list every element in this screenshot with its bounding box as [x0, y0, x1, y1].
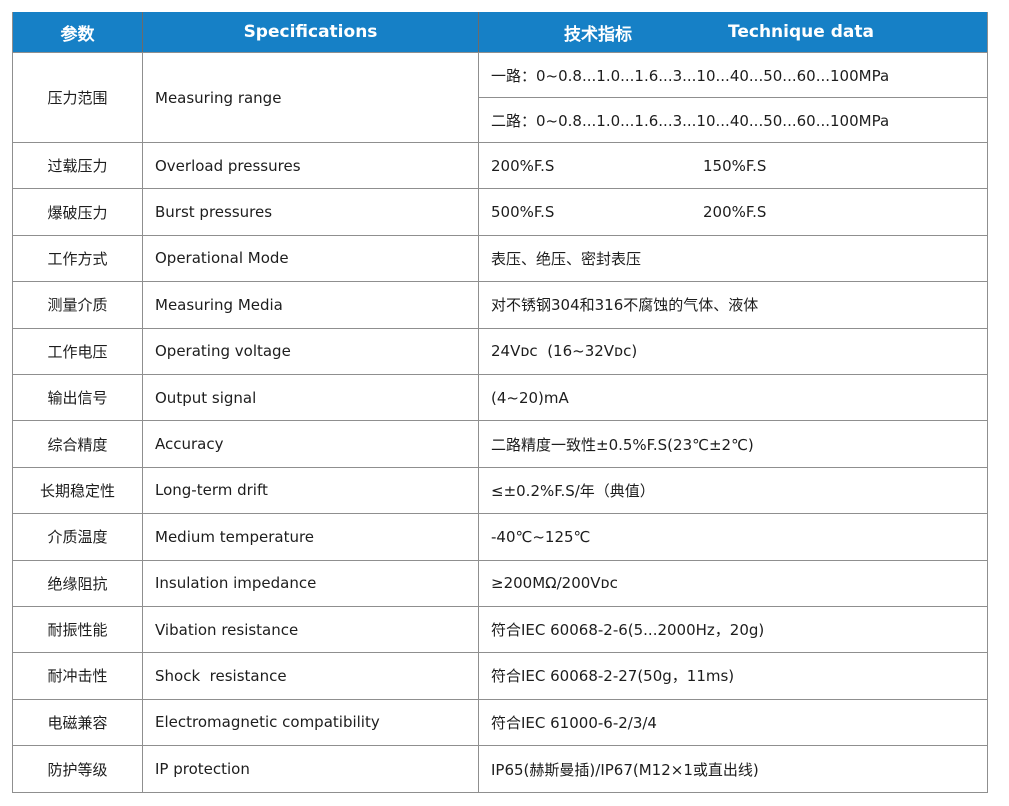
value-primary: ≤±0.2%F.S/年（典值） — [491, 481, 655, 500]
param-cell: 工作方式 — [13, 235, 143, 282]
param-cell: 耐振性能 — [13, 606, 143, 653]
value-cell: -40℃~125℃ — [479, 514, 987, 559]
value-cell: 对不锈钢304和316不腐蚀的气体、液体 — [479, 282, 987, 327]
table-row-vibration-resistance: 耐振性能 Vibation resistance 符合IEC 60068-2-6… — [13, 606, 987, 654]
spec-cell: Operational Mode — [143, 235, 479, 282]
value-primary: 200%F.S — [491, 156, 555, 175]
value-primary: 二路精度一致性±0.5%F.S(23℃±2℃) — [491, 435, 754, 454]
spec-cell: Measuring Media — [143, 282, 479, 328]
spec-cell: IP protection — [143, 746, 479, 793]
value-channel-1: 一路：0~0.8...1.0...1.6...3...10...40...50.… — [479, 53, 987, 98]
spec-cell: Medium temperature — [143, 514, 479, 560]
param-cell: 压力范围 — [13, 53, 143, 142]
spec-cell: Long-term drift — [143, 467, 479, 514]
value-primary: 符合IEC 60068-2-27(50g，11ms) — [491, 667, 735, 686]
table-row-operating-voltage: 工作电压 Operating voltage 24Vᴅᴄ (16~32Vᴅᴄ) — [13, 328, 987, 375]
param-cell: 测量介质 — [13, 282, 143, 328]
header-param: 参数 — [13, 12, 143, 52]
table-row-output-signal: 输出信号 Output signal (4~20)mA — [13, 374, 987, 422]
param-cell: 过载压力 — [13, 143, 143, 189]
spec-cell: Operating voltage — [143, 328, 479, 374]
value-cell: 500%F.S 200%F.S — [479, 189, 987, 234]
param-cell: 绝缘阻抗 — [13, 560, 143, 606]
table-row-ip-protection: 防护等级 IP protection IP65(赫斯曼插)/IP67(M12×1… — [13, 746, 987, 793]
param-cell: 防护等级 — [13, 746, 143, 793]
value-cell: 一路：0~0.8...1.0...1.6...3...10...40...50.… — [479, 53, 987, 142]
spec-cell: Electromagnetic compatibility — [143, 699, 479, 746]
spec-cell: Accuracy — [143, 421, 479, 467]
table-row-operational-mode: 工作方式 Operational Mode 表压、绝压、密封表压 — [13, 235, 987, 283]
param-cell: 电磁兼容 — [13, 699, 143, 746]
param-cell: 爆破压力 — [13, 189, 143, 235]
value-cell: 24Vᴅᴄ (16~32Vᴅᴄ) — [479, 329, 987, 374]
value-primary: IP65(赫斯曼插)/IP67(M12×1或直出线) — [491, 760, 759, 779]
value-primary: 表压、绝压、密封表压 — [491, 249, 642, 268]
value-cell: 二路精度一致性±0.5%F.S(23℃±2℃) — [479, 421, 987, 466]
spec-cell: Burst pressures — [143, 189, 479, 235]
table-row-measuring-media: 测量介质 Measuring Media 对不锈钢304和316不腐蚀的气体、液… — [13, 282, 987, 329]
value-primary: 500%F.S — [491, 203, 555, 222]
table-row-medium-temperature: 介质温度 Medium temperature -40℃~125℃ — [13, 514, 987, 561]
value-primary: (4~20)mA — [491, 388, 569, 407]
table-row-overload: 过载压力 Overload pressures 200%F.S 150%F.S — [13, 143, 987, 190]
value-cell: ≤±0.2%F.S/年（典值） — [479, 468, 987, 513]
param-cell: 输出信号 — [13, 374, 143, 421]
specifications-table: 参数 Specifications 技术指标 Technique data 压力… — [12, 12, 988, 794]
value-cell: ≥200MΩ/200Vᴅᴄ — [479, 561, 987, 606]
value-cell: IP65(赫斯曼插)/IP67(M12×1或直出线) — [479, 746, 987, 792]
table-row-accuracy: 综合精度 Accuracy 二路精度一致性±0.5%F.S(23℃±2℃) — [13, 421, 987, 468]
spec-cell: Output signal — [143, 374, 479, 421]
spec-cell: Vibation resistance — [143, 606, 479, 653]
value-primary: -40℃~125℃ — [491, 527, 591, 546]
value-primary: 符合IEC 61000-6-2/3/4 — [491, 713, 657, 732]
value-primary: 24Vᴅᴄ (16~32Vᴅᴄ) — [491, 342, 638, 361]
param-cell: 工作电压 — [13, 328, 143, 374]
table-row-shock-resistance: 耐冲击性 Shock resistance 符合IEC 60068-2-27(5… — [13, 653, 987, 700]
param-cell: 介质温度 — [13, 514, 143, 560]
spec-cell: Shock resistance — [143, 653, 479, 699]
spec-cell: Measuring range — [143, 53, 479, 142]
value-cell: 符合IEC 61000-6-2/3/4 — [479, 700, 987, 745]
value-secondary: 150%F.S — [703, 156, 767, 175]
value-primary: 符合IEC 60068-2-6(5...2000Hz，20g) — [491, 621, 765, 640]
table-row-burst: 爆破压力 Burst pressures 500%F.S 200%F.S — [13, 189, 987, 236]
value-channel-2: 二路：0~0.8...1.0...1.6...3...10...40...50.… — [491, 111, 890, 130]
value-cell: (4~20)mA — [479, 375, 987, 420]
value-cell: 符合IEC 60068-2-27(50g，11ms) — [479, 653, 987, 698]
value-cell: 符合IEC 60068-2-6(5...2000Hz，20g) — [479, 607, 987, 652]
table-header-row: 参数 Specifications 技术指标 Technique data — [13, 12, 987, 53]
value-secondary: 200%F.S — [703, 203, 767, 222]
table-row-insulation-impedance: 绝缘阻抗 Insulation impedance ≥200MΩ/200Vᴅᴄ — [13, 560, 987, 607]
table-row-long-term-drift: 长期稳定性 Long-term drift ≤±0.2%F.S/年（典值） — [13, 467, 987, 515]
spec-cell: Overload pressures — [143, 143, 479, 189]
header-technique-data: 技术指标 Technique data — [479, 12, 987, 52]
param-cell: 耐冲击性 — [13, 653, 143, 699]
header-technique-cn: 技术指标 — [564, 24, 632, 45]
header-technique-en: Technique data — [728, 22, 874, 42]
spec-cell: Insulation impedance — [143, 560, 479, 606]
param-cell: 长期稳定性 — [13, 467, 143, 514]
value-cell: 表压、绝压、密封表压 — [479, 236, 987, 281]
value-primary: ≥200MΩ/200Vᴅᴄ — [491, 574, 618, 593]
value-primary: 对不锈钢304和316不腐蚀的气体、液体 — [491, 296, 759, 315]
param-cell: 综合精度 — [13, 421, 143, 467]
table-row-emc: 电磁兼容 Electromagnetic compatibility 符合IEC… — [13, 699, 987, 747]
header-specifications: Specifications — [143, 12, 479, 52]
value-cell: 200%F.S 150%F.S — [479, 143, 987, 188]
table-row-pressure-range: 压力范围 Measuring range 一路：0~0.8...1.0...1.… — [13, 53, 987, 143]
